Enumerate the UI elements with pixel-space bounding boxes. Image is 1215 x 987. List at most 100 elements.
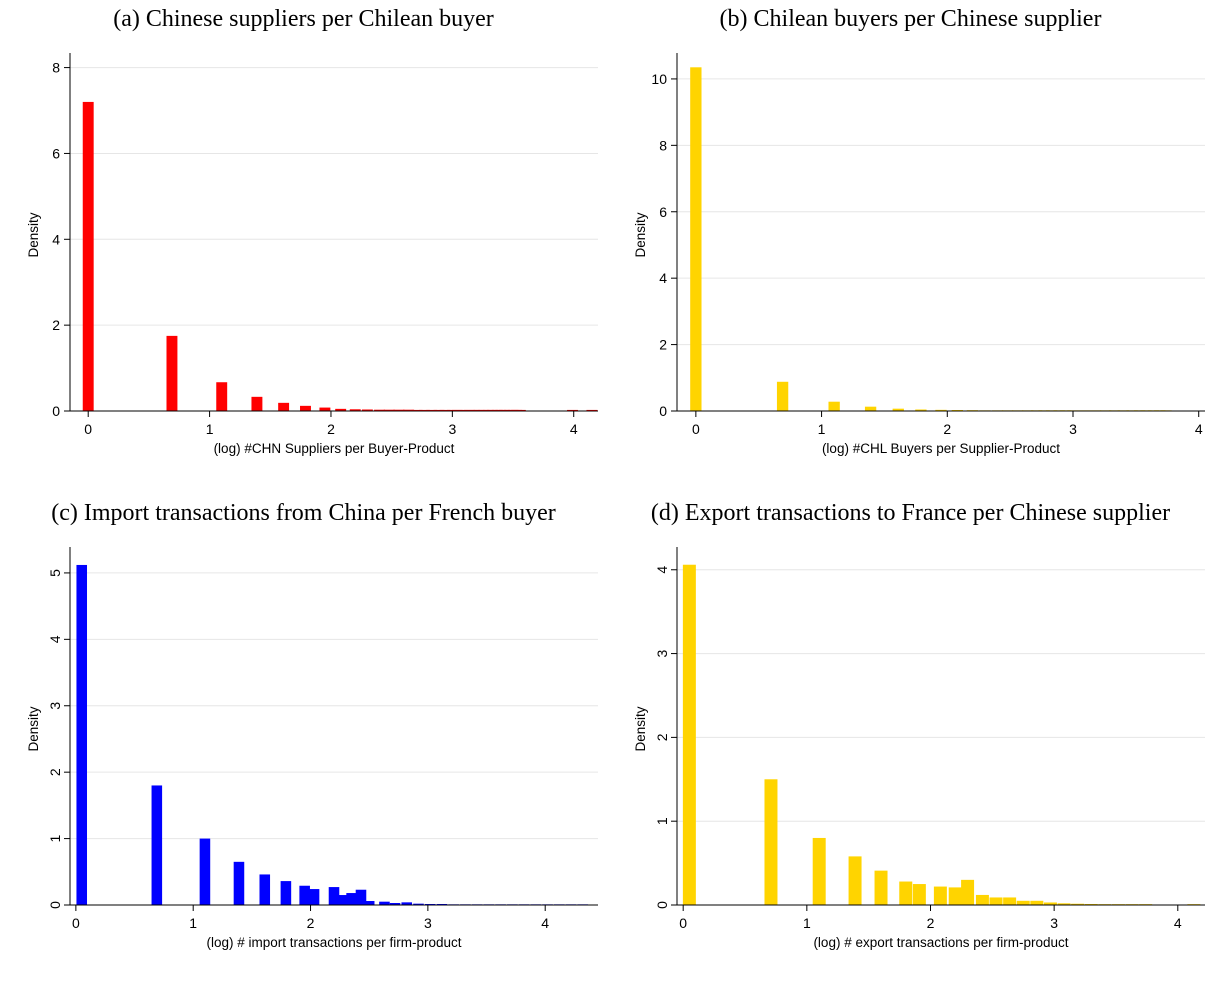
y-axis-title: Density: [633, 706, 648, 751]
x-tick-label: 1: [189, 915, 197, 931]
histogram-chart: 0 1 2 3 4 0 1 2 3 4 (log) # export transactions pe…: [633, 547, 1205, 950]
histogram-bar: [682, 564, 696, 905]
histogram-bar: [812, 837, 826, 905]
histogram-bar: [451, 409, 463, 411]
histogram-bar: [961, 879, 975, 905]
histogram-bar: [933, 886, 947, 905]
histogram-bar: [338, 895, 349, 905]
histogram-bar: [457, 409, 469, 411]
histogram-bar: [899, 881, 913, 905]
x-tick-label: 2: [307, 915, 315, 931]
histogram-bar: [776, 381, 789, 411]
x-tick-label: 3: [424, 915, 432, 931]
histogram-bar: [355, 889, 367, 905]
histogram-bar: [915, 409, 927, 411]
histogram-bar: [912, 884, 926, 905]
x-tick-label: 1: [206, 421, 214, 437]
y-tick-label: 6: [52, 145, 60, 161]
y-tick-label: 2: [659, 337, 667, 353]
chart-panel-b: (b) Chilean buyers per Chinese supplier …: [607, 0, 1214, 493]
histogram-bar: [1057, 903, 1071, 905]
y-tick-label: 2: [47, 768, 63, 776]
y-tick-label: 0: [659, 403, 667, 419]
histogram-bar: [335, 408, 347, 411]
panel-title: (b) Chilean buyers per Chinese supplier: [719, 6, 1102, 32]
histogram-bar: [166, 335, 178, 411]
y-tick-label: 0: [52, 403, 60, 419]
histogram-bar: [346, 893, 357, 905]
histogram-bar: [935, 409, 947, 411]
histogram-bar: [278, 402, 290, 411]
histogram-bar: [328, 887, 340, 905]
histogram-bar: [975, 894, 989, 905]
y-tick-label: 6: [659, 204, 667, 220]
x-tick-label: 3: [1069, 421, 1077, 437]
y-tick-label: 0: [47, 901, 63, 909]
histogram-bar: [363, 901, 375, 905]
x-tick-label: 4: [570, 421, 578, 437]
histogram-bar: [361, 409, 373, 411]
x-axis-title: (log) # export transactions per firm-pro…: [813, 935, 1068, 950]
y-tick-label: 4: [47, 635, 63, 643]
histogram-bar: [389, 903, 401, 905]
histogram-bar: [1003, 897, 1017, 905]
x-tick-label: 2: [327, 421, 335, 437]
y-tick-label: 4: [52, 231, 60, 247]
histogram-bar: [1043, 902, 1057, 905]
histogram-bar: [1084, 903, 1098, 905]
histogram-bar: [280, 881, 292, 905]
histogram-bar: [848, 856, 862, 905]
y-tick-label: 0: [654, 901, 670, 909]
histogram-bar: [199, 838, 211, 905]
histogram-bar: [76, 564, 88, 905]
histogram-bar: [411, 409, 423, 411]
histogram-bar: [874, 870, 888, 905]
histogram-bar: [403, 409, 415, 411]
x-axis-title: (log) #CHN Suppliers per Buyer-Product: [214, 441, 455, 456]
histogram-bar: [439, 409, 451, 411]
y-tick-label: 1: [47, 834, 63, 842]
x-tick-label: 2: [927, 915, 935, 931]
histogram-bar: [401, 902, 413, 905]
x-tick-label: 0: [84, 421, 92, 437]
histogram-bar: [374, 409, 385, 411]
histogram-chart: 0 2 4 6 8 10 0 1 2 3 4 (log) #CHL Buyers per Suppli…: [633, 53, 1205, 456]
histogram-bar: [233, 861, 245, 905]
histogram-bar: [251, 396, 263, 411]
histogram-bar: [1030, 900, 1044, 905]
histogram-bar: [433, 409, 445, 411]
histogram-bar: [413, 903, 424, 905]
histogram-bar: [383, 409, 395, 411]
y-tick-label: 3: [47, 702, 63, 710]
x-tick-label: 0: [72, 915, 80, 931]
y-tick-label: 5: [47, 569, 63, 577]
histogram-bar: [319, 407, 331, 411]
y-axis-title: Density: [26, 212, 41, 257]
histogram-chart: 0 2 4 6 8 0 1 2 3 4 (log) #CHN Suppliers per Buyer…: [26, 53, 598, 456]
histogram-bar: [418, 409, 430, 411]
histogram-bar: [259, 874, 271, 905]
histogram-bar: [948, 887, 962, 905]
histogram-bar: [308, 889, 320, 905]
panel-title: (d) Export transactions to France per Ch…: [650, 500, 1171, 526]
y-tick-label: 4: [659, 270, 667, 286]
y-tick-label: 8: [659, 137, 667, 153]
x-tick-label: 1: [803, 915, 811, 931]
y-tick-label: 10: [651, 71, 667, 87]
histogram-bar: [299, 885, 310, 905]
histogram-bar: [151, 785, 163, 905]
x-tick-label: 4: [1174, 915, 1182, 931]
y-axis-title: Density: [26, 706, 41, 751]
y-tick-label: 2: [52, 317, 60, 333]
histogram-bar: [514, 409, 526, 411]
x-tick-label: 1: [818, 421, 826, 437]
histogram-bar: [764, 779, 778, 905]
x-tick-label: 0: [679, 915, 687, 931]
histogram-chart: 0 1 2 3 4 5 0 1 2 3 4 (log) # import transactions p…: [26, 547, 598, 950]
histogram-bar: [349, 409, 361, 411]
histogram-bar: [300, 405, 311, 411]
histogram-bar: [216, 382, 228, 411]
histogram-bar: [379, 901, 390, 905]
x-tick-label: 3: [448, 421, 456, 437]
histogram-bar: [892, 408, 904, 411]
